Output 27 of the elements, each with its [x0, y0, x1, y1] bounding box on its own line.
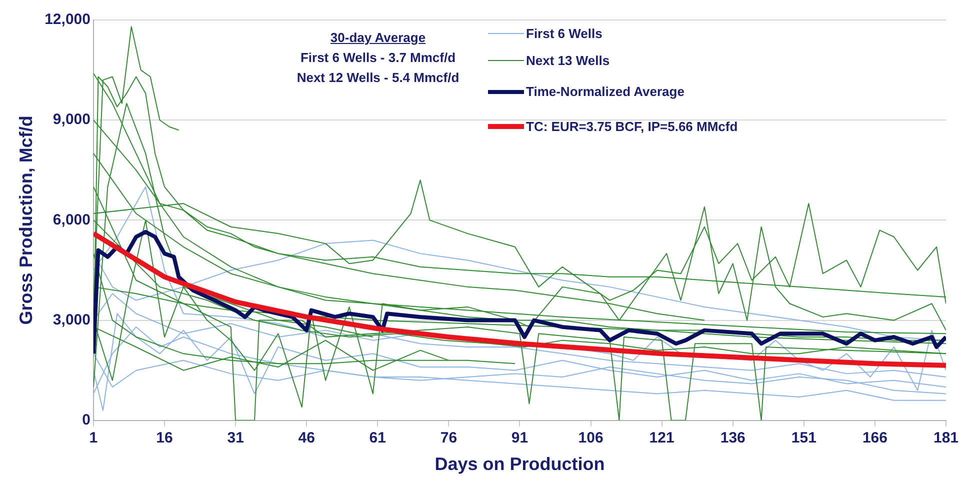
- y-tick-label: 12,000: [44, 11, 90, 28]
- y-tick-label: 9,000: [52, 111, 90, 128]
- legend-label: Next 13 Wells: [526, 53, 610, 68]
- legend-label: First 6 Wells: [526, 26, 602, 41]
- x-tick-label: 151: [791, 430, 816, 447]
- x-tick-label: 181: [933, 430, 959, 447]
- annotation: 30-day Average: [329, 29, 427, 47]
- x-tick-label: 31: [227, 430, 244, 447]
- legend-label: TC: EUR=3.75 BCF, IP=5.66 MMcfd: [526, 119, 738, 134]
- x-tick-label: 46: [298, 430, 315, 447]
- x-tick-label: 1: [89, 430, 98, 447]
- x-tick-label: 16: [156, 430, 173, 447]
- y-tick-label: 0: [82, 412, 90, 429]
- x-axis-title: Days on Production: [434, 454, 605, 474]
- annotation: First 6 Wells - 3.7 Mmcf/d: [299, 49, 457, 67]
- x-tick-label: 106: [578, 430, 604, 447]
- y-axis-title: Gross Production, Mcf/d: [16, 116, 36, 325]
- x-tick-label: 121: [649, 430, 674, 447]
- x-tick-label: 166: [862, 430, 888, 447]
- legend-label: Time-Normalized Average: [526, 84, 684, 99]
- x-tick-label: 76: [440, 430, 458, 447]
- annotation: Next 12 Wells - 5.4 Mmcf/d: [296, 69, 460, 87]
- y-tick-label: 3,000: [52, 311, 90, 328]
- x-tick-label: 61: [369, 430, 386, 447]
- x-tick-label: 136: [720, 430, 746, 447]
- y-tick-label: 6,000: [52, 211, 90, 228]
- x-tick-label: 91: [511, 430, 528, 447]
